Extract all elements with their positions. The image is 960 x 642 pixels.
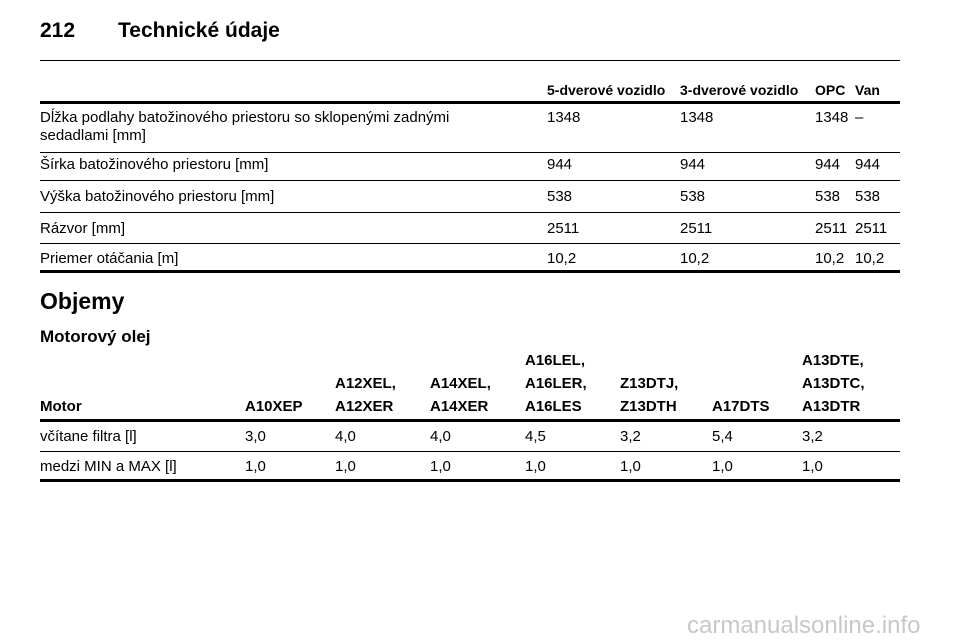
row-rule — [40, 243, 900, 244]
cell: 3,2 — [620, 428, 641, 445]
row-rule — [40, 212, 900, 213]
cell: 3,0 — [245, 428, 266, 445]
cell: 5,4 — [712, 428, 733, 445]
row-rule — [40, 152, 900, 153]
cell: 1,0 — [620, 458, 641, 475]
cell: 1348 — [815, 109, 849, 126]
table-rule — [40, 419, 900, 422]
section-title: Objemy — [40, 288, 125, 314]
watermark: carmanualsonline.info — [687, 612, 921, 639]
cell: 10,2 — [855, 250, 885, 267]
cell: 1348 — [547, 109, 581, 126]
cell: 538 — [815, 188, 841, 205]
cell: 944 — [680, 156, 706, 173]
column-header: OPC — [815, 82, 846, 98]
cell: 3,2 — [802, 428, 823, 445]
row-rule — [40, 479, 900, 482]
cell: 538 — [855, 188, 881, 205]
page-number: 212 — [40, 19, 76, 42]
row-label: Výška batožinového priestoru [mm] — [40, 188, 275, 205]
cell: 1,0 — [712, 458, 733, 475]
cell: 2511 — [815, 220, 848, 237]
cell: 1,0 — [430, 458, 451, 475]
column-header: A13DTR — [802, 398, 861, 415]
cell: 2511 — [547, 220, 580, 237]
column-header: A10XEP — [245, 398, 303, 415]
row-rule — [40, 451, 900, 452]
cell: 1348 — [680, 109, 714, 126]
cell: 1,0 — [335, 458, 356, 475]
cell: 2511 — [680, 220, 713, 237]
cell: 10,2 — [815, 250, 845, 267]
row-label: Šírka batožinového priestoru [mm] — [40, 156, 269, 173]
cell: 538 — [547, 188, 573, 205]
column-header: A16LEL, — [525, 352, 586, 369]
column-header: 3-dverové vozidlo — [680, 82, 799, 98]
row-label: Dĺžka podlahy batožinového priestoru so … — [40, 109, 450, 144]
cell: 944 — [815, 156, 841, 173]
cell: 10,2 — [547, 250, 577, 267]
row-rule — [40, 270, 900, 273]
cell: 538 — [680, 188, 706, 205]
column-header: A16LER, — [525, 375, 587, 392]
column-header: A12XEL, — [335, 375, 396, 392]
cell: 4,0 — [430, 428, 451, 445]
cell: 1,0 — [802, 458, 823, 475]
page-title: Technické údaje — [118, 19, 280, 42]
row-label: medzi MIN a MAX [l] — [40, 458, 177, 475]
column-header: A16LES — [525, 398, 582, 415]
row-label: včítane filtra [l] — [40, 428, 137, 445]
column-header: Motor — [40, 398, 82, 415]
section-subtitle: Motorový olej — [40, 327, 151, 346]
table-rule — [40, 101, 900, 104]
header-rule — [40, 60, 900, 61]
column-header: A14XER — [430, 398, 489, 415]
column-header: A12XER — [335, 398, 394, 415]
cell: 1,0 — [245, 458, 266, 475]
cell: 1,0 — [525, 458, 546, 475]
cell: 4,0 — [335, 428, 356, 445]
cell: 944 — [547, 156, 573, 173]
cell: 10,2 — [680, 250, 710, 267]
column-header: Z13DTH — [620, 398, 677, 415]
column-header: A13DTE, — [802, 352, 864, 369]
column-header: Van — [855, 82, 880, 98]
cell: 2511 — [855, 220, 888, 237]
cell: 4,5 — [525, 428, 546, 445]
column-header: A14XEL, — [430, 375, 491, 392]
row-label: Priemer otáčania [m] — [40, 250, 179, 267]
column-header: 5-dverové vozidlo — [547, 82, 666, 98]
cell: – — [855, 109, 864, 126]
column-header: A17DTS — [712, 398, 770, 415]
row-label: Rázvor [mm] — [40, 220, 126, 237]
column-header: Z13DTJ, — [620, 375, 679, 392]
cell: 944 — [855, 156, 881, 173]
column-header: A13DTC, — [802, 375, 865, 392]
row-rule — [40, 180, 900, 181]
